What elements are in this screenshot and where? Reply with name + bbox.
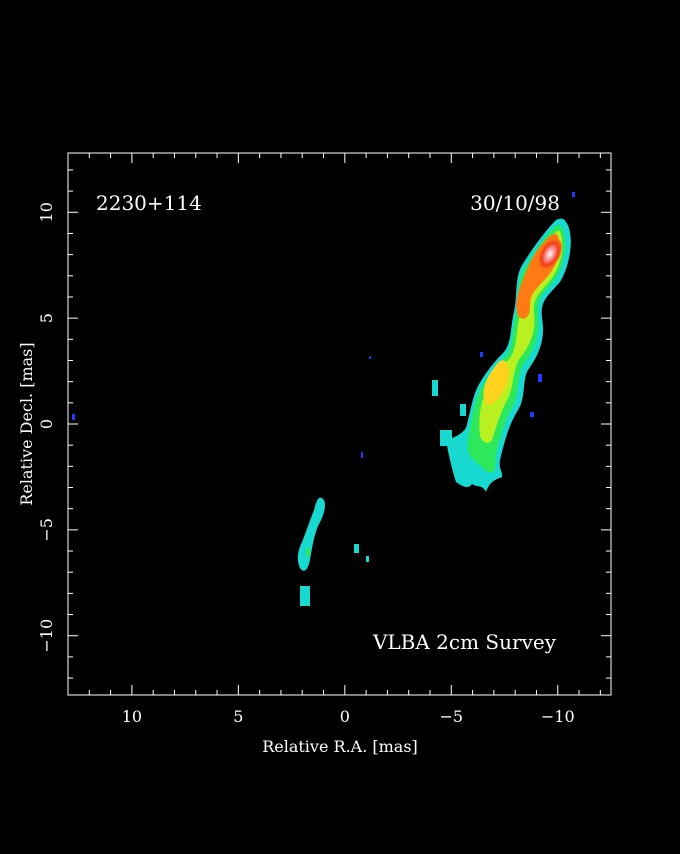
southern-component bbox=[306, 548, 310, 556]
emission-blob bbox=[572, 192, 575, 197]
y-tick-label: −5 bbox=[37, 518, 56, 542]
jet-mid-knot bbox=[483, 360, 509, 405]
axis-ticks bbox=[67, 153, 611, 695]
jet-emission bbox=[72, 192, 575, 606]
southern-component bbox=[300, 586, 310, 606]
y-tick-label: 0 bbox=[37, 419, 56, 429]
emission-blob bbox=[460, 404, 466, 416]
emission-blob bbox=[354, 544, 359, 553]
x-tick-label: −5 bbox=[439, 707, 463, 726]
emission-blob bbox=[72, 414, 75, 420]
y-tick-label: −10 bbox=[37, 619, 56, 653]
emission-blob bbox=[361, 452, 363, 458]
emission-blob bbox=[440, 430, 452, 446]
emission-blob bbox=[480, 352, 483, 357]
emission-blob bbox=[366, 556, 369, 562]
emission-blob bbox=[369, 356, 371, 359]
emission-blob bbox=[530, 412, 534, 417]
x-tick-labels: 10 5 0 −5 −10 bbox=[122, 707, 575, 726]
x-axis-label: Relative R.A. [mas] bbox=[262, 737, 418, 756]
source-name: 2230+114 bbox=[96, 191, 202, 215]
observation-date: 30/10/98 bbox=[470, 191, 560, 215]
y-tick-label: 5 bbox=[37, 313, 56, 323]
jet-core bbox=[538, 238, 562, 270]
x-tick-label: 10 bbox=[122, 707, 142, 726]
southern-component bbox=[297, 497, 325, 571]
plot-frame bbox=[67, 152, 612, 696]
x-tick-label: 5 bbox=[233, 707, 243, 726]
x-tick-label: −10 bbox=[541, 707, 575, 726]
y-tick-label: 10 bbox=[37, 202, 56, 222]
survey-label: VLBA 2cm Survey bbox=[372, 630, 557, 654]
y-tick-labels: 10 5 0 −5 −10 bbox=[37, 202, 56, 653]
emission-blob bbox=[538, 374, 542, 382]
emission-blob bbox=[432, 380, 438, 396]
y-axis-label: Relative Decl. [mas] bbox=[17, 342, 36, 505]
x-tick-label: 0 bbox=[340, 707, 350, 726]
